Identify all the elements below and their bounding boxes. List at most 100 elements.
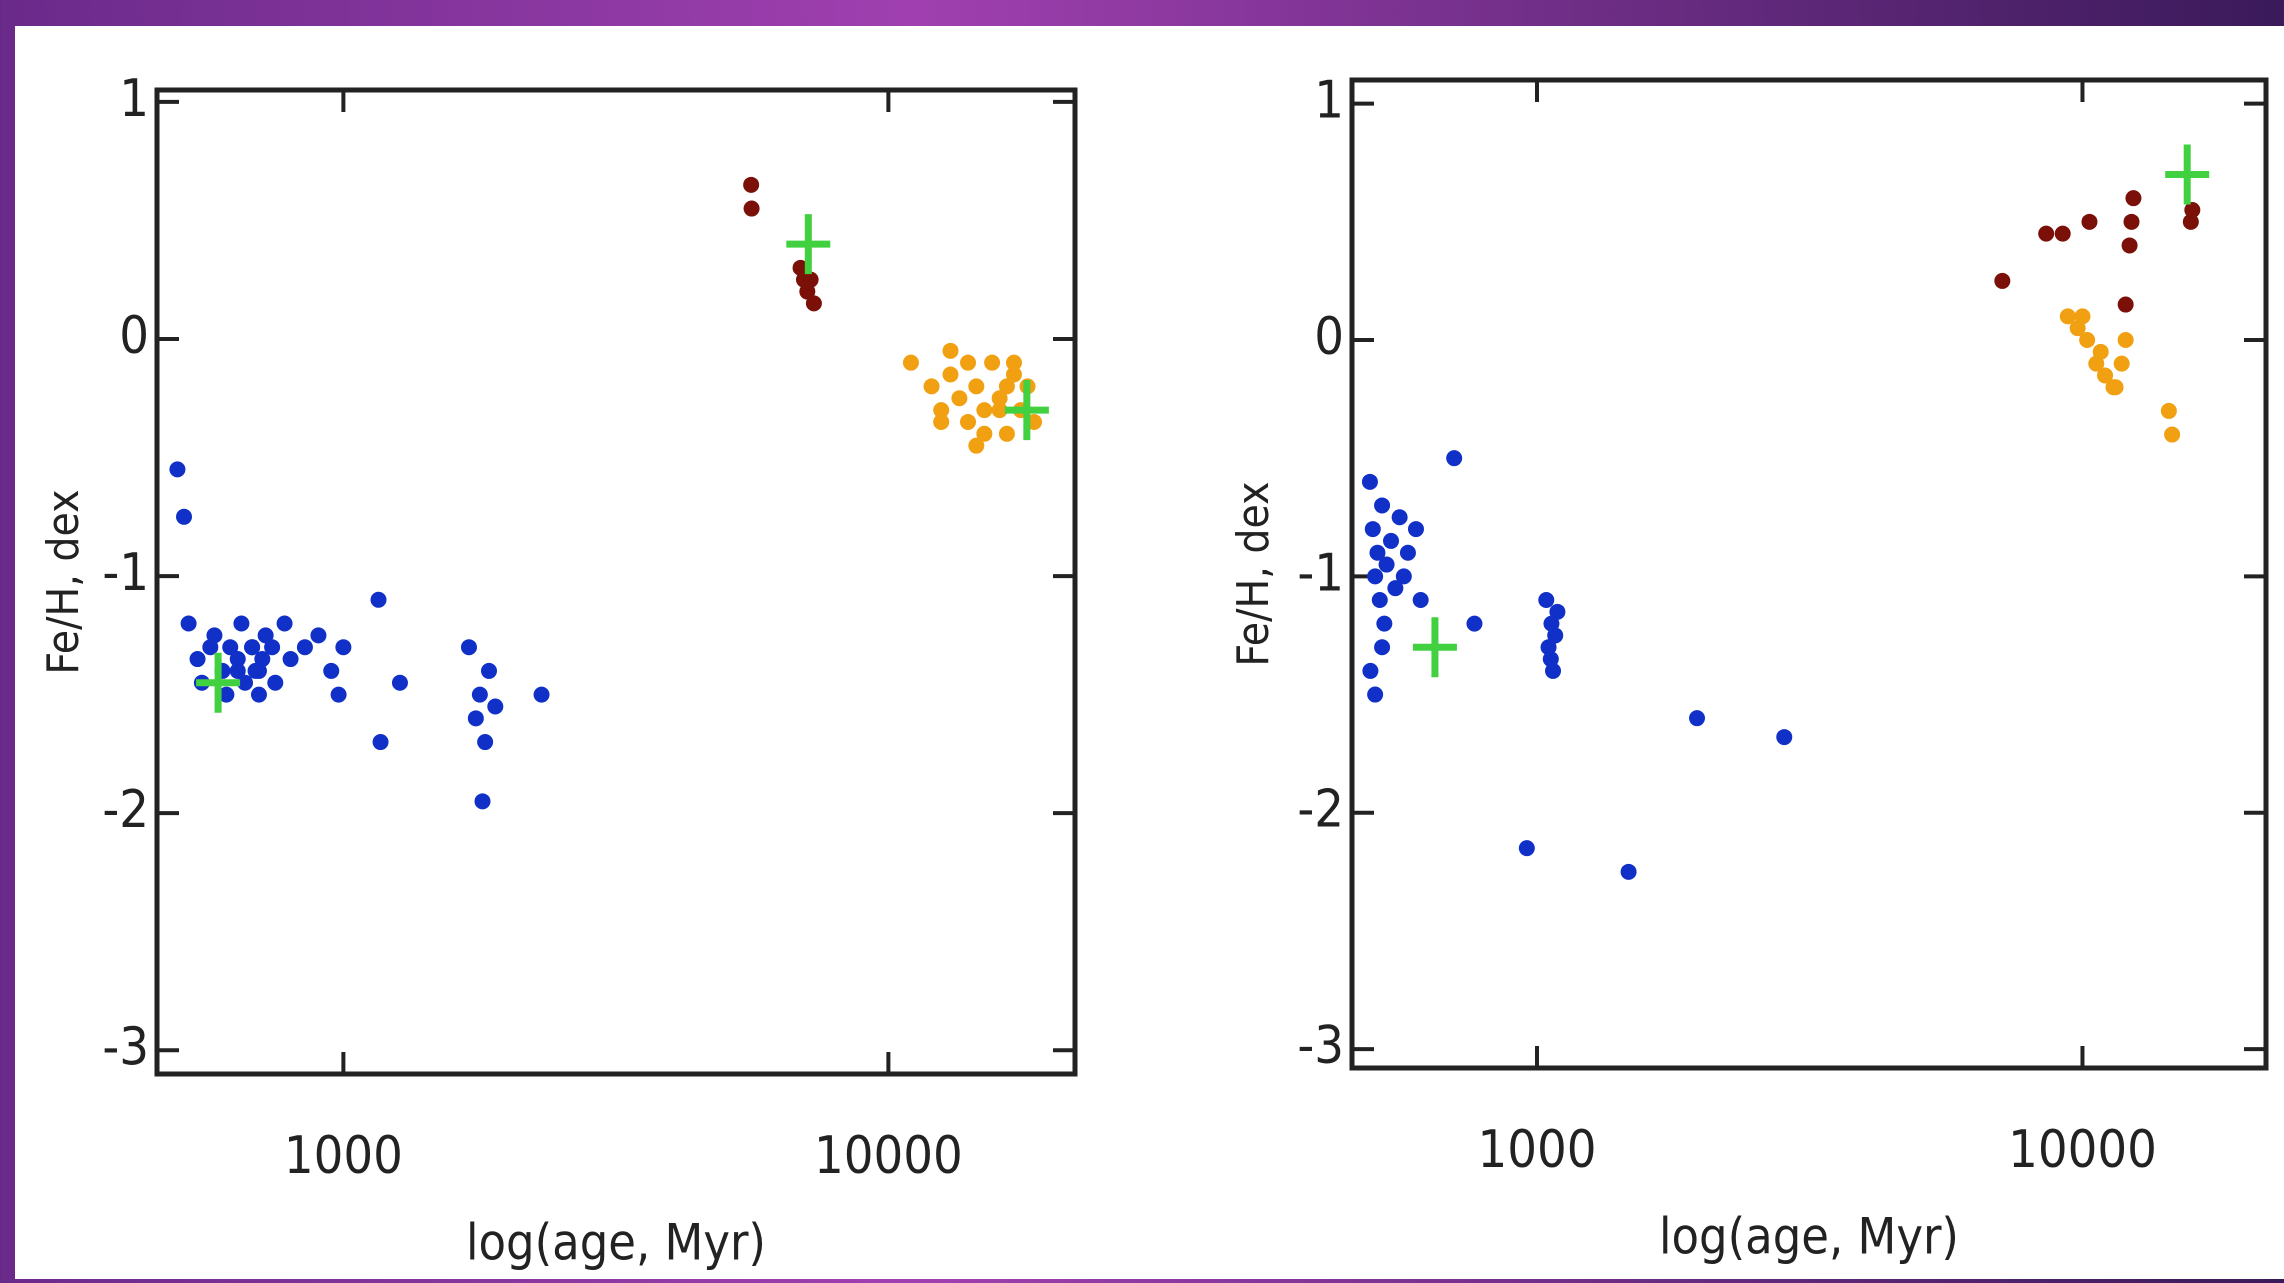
point [933, 413, 950, 430]
point [2092, 343, 2109, 360]
point [976, 425, 993, 442]
point [2081, 213, 2098, 230]
plus-marker [2165, 144, 2210, 205]
point [477, 734, 494, 751]
point [2097, 367, 2114, 384]
point [1387, 580, 1404, 597]
point [933, 402, 950, 419]
point [1364, 521, 1381, 538]
point [1538, 592, 1555, 608]
point [1371, 592, 1388, 608]
point [467, 710, 484, 727]
point [805, 295, 822, 312]
point [2160, 402, 2177, 419]
y-tick-label: 1 [1314, 71, 1344, 131]
point [1412, 592, 1429, 608]
point [960, 413, 977, 430]
panel [15, 26, 2284, 1279]
y-tick-label: -3 [1297, 1016, 1344, 1076]
point [1446, 450, 1463, 467]
point [1689, 710, 1706, 727]
point [1547, 627, 1564, 644]
point [976, 402, 993, 419]
point [998, 378, 1015, 395]
plus-marker [1004, 380, 1049, 441]
point [2117, 296, 2134, 313]
x-tick-label: 10000 [814, 1126, 963, 1186]
point [1374, 497, 1391, 514]
point [942, 366, 959, 383]
point [460, 639, 477, 656]
point [2079, 332, 2096, 348]
x-tick-label: 10000 [2008, 1120, 2157, 1180]
point [951, 390, 968, 407]
point [1367, 686, 1384, 703]
point [1374, 639, 1391, 656]
point [2117, 332, 2134, 348]
point [487, 698, 504, 715]
point [2164, 426, 2181, 443]
y-tick-label: 0 [1314, 307, 1344, 367]
x-tick-label: 1000 [284, 1126, 403, 1186]
point [1518, 840, 1535, 857]
point [480, 662, 497, 679]
point [923, 378, 940, 395]
point [968, 378, 985, 395]
point [2125, 190, 2142, 207]
point [1369, 544, 1386, 561]
point [1395, 568, 1412, 585]
point [1361, 473, 1378, 490]
point [942, 342, 959, 359]
point [330, 686, 347, 703]
point [1383, 532, 1400, 549]
plus-marker [196, 652, 241, 713]
point [960, 354, 977, 371]
point [1776, 729, 1793, 746]
point [1376, 615, 1393, 632]
point [391, 674, 408, 691]
y-tick-label: -1 [1297, 543, 1344, 603]
plus-marker [1412, 617, 1457, 678]
point [984, 354, 1001, 371]
point [2038, 225, 2055, 242]
point [310, 627, 327, 644]
point [533, 686, 550, 703]
point [471, 686, 488, 703]
point [229, 651, 246, 668]
point [802, 271, 819, 288]
y-tick-label: -2 [1297, 780, 1344, 840]
point [2059, 308, 2076, 325]
point [169, 461, 186, 478]
point [1362, 662, 1379, 679]
point [998, 425, 1015, 442]
point [1542, 651, 1559, 668]
point [276, 615, 293, 632]
point [474, 793, 491, 810]
y-tick-label: 0 [119, 306, 149, 366]
point [2113, 355, 2130, 372]
point [264, 639, 281, 656]
point [206, 627, 223, 644]
point [267, 674, 284, 691]
point [189, 651, 206, 668]
point [2054, 225, 2071, 242]
point [257, 627, 274, 644]
point [282, 651, 299, 668]
point [1005, 354, 1022, 371]
point [233, 615, 250, 632]
point [2107, 379, 2124, 396]
point [991, 390, 1008, 407]
plot-frame [154, 87, 1078, 1077]
point [902, 354, 919, 371]
point [1407, 521, 1424, 538]
point [2184, 202, 2201, 218]
point [323, 662, 340, 679]
x-tick-label: 1000 [1477, 1120, 1596, 1180]
point [743, 176, 760, 193]
plot-frame [1349, 77, 2269, 1071]
point [1378, 556, 1395, 573]
point [237, 674, 254, 691]
x-axis-title: log(age, Myr) [466, 1214, 766, 1272]
point [2182, 213, 2199, 230]
